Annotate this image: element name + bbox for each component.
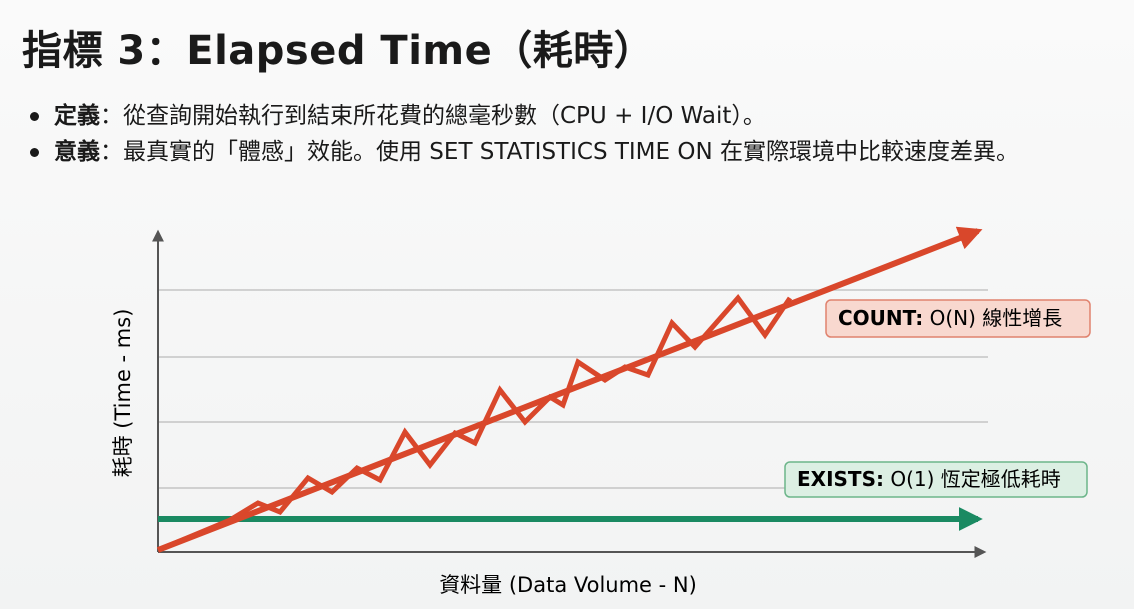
exists-label-box <box>784 461 1088 498</box>
y-axis-label: 耗時 (Time - ms) <box>111 309 135 478</box>
bullet: 意義：最真實的「體感」效能。使用 SET STATISTICS TIME ON … <box>28 134 1104 170</box>
label-term: COUNT: <box>838 306 923 330</box>
slide-title: 指標 3：Elapsed Time（耗時） <box>22 28 655 74</box>
bullet: 定義：從查詢開始執行到結束所花費的總毫秒數（CPU + I/O Wait）。 <box>28 98 1108 134</box>
count-label-box <box>825 299 1091 338</box>
exists-label: EXISTS: O(1) 恆定極低耗時 <box>797 467 1061 491</box>
bullet-text: ：從查詢開始執行到結束所花費的總毫秒數（CPU + I/O Wait）。 <box>100 103 766 129</box>
count-zigzag <box>157 294 793 553</box>
count-label: COUNT: O(N) 線性增長 <box>838 306 1062 330</box>
bullet-text: ：最真實的「體感」效能。使用 SET STATISTICS TIME ON 在實… <box>100 139 1019 165</box>
label-term: EXISTS: <box>797 467 884 491</box>
label-text: O(N) 線性增長 <box>923 306 1062 330</box>
x-axis-label: 資料量 (Data Volume - N) <box>439 573 697 597</box>
bullet-list: 定義：從查詢開始執行到結束所花費的總毫秒數（CPU + I/O Wait）。 意… <box>28 98 1108 170</box>
bullet-term: 意義 <box>54 139 100 165</box>
bullet-term: 定義 <box>54 103 100 129</box>
label-text: O(1) 恆定極低耗時 <box>884 467 1061 491</box>
